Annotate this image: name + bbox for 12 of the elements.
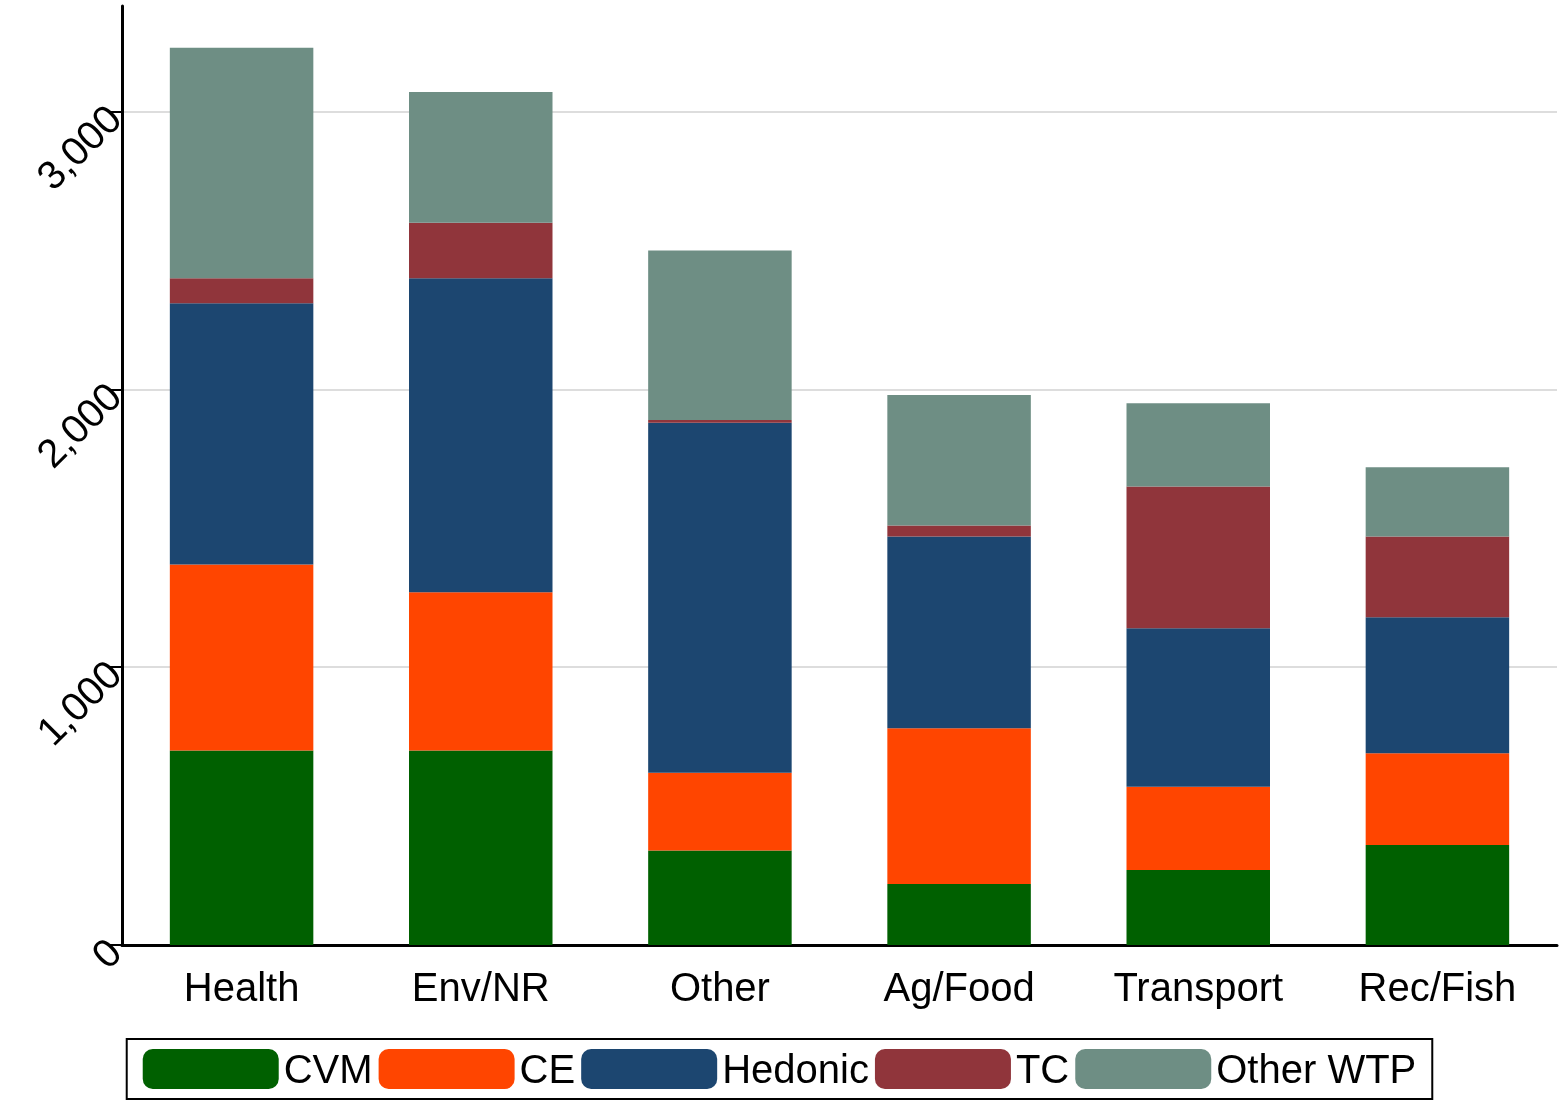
- legend-label: CVM: [283, 1047, 373, 1091]
- x-tick-label: Other: [669, 965, 770, 1009]
- x-tick-label: Rec/Fish: [1358, 965, 1517, 1009]
- legend-label: Other WTP: [1216, 1047, 1417, 1091]
- x-tick-label: Ag/Food: [883, 965, 1035, 1009]
- x-tick-label: Health: [183, 965, 300, 1009]
- y-tick-label: 0: [82, 929, 130, 977]
- x-tick-label: Transport: [1113, 965, 1284, 1009]
- x-tick-label: Env/NR: [411, 965, 550, 1009]
- legend-label: CE: [519, 1047, 576, 1091]
- legend-label: TC: [1015, 1047, 1070, 1091]
- legend-label: Hedonic: [722, 1047, 869, 1091]
